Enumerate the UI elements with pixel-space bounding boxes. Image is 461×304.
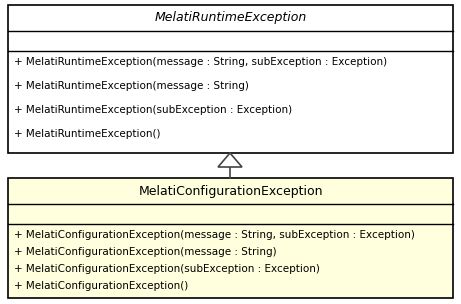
Bar: [8, 178, 453, 298]
Bar: [8, 5, 453, 153]
Text: + MelatiConfigurationException(subException : Exception): + MelatiConfigurationException(subExcept…: [14, 264, 320, 274]
Text: + MelatiRuntimeException(): + MelatiRuntimeException(): [14, 130, 160, 140]
Text: + MelatiConfigurationException(): + MelatiConfigurationException(): [14, 281, 188, 291]
Text: + MelatiRuntimeException(subException : Exception): + MelatiRuntimeException(subException : …: [14, 105, 292, 116]
Text: MelatiConfigurationException: MelatiConfigurationException: [138, 185, 323, 198]
Text: + MelatiRuntimeException(message : String, subException : Exception): + MelatiRuntimeException(message : Strin…: [14, 57, 387, 67]
Text: + MelatiRuntimeException(message : String): + MelatiRuntimeException(message : Strin…: [14, 81, 249, 92]
Text: MelatiRuntimeException: MelatiRuntimeException: [154, 12, 307, 25]
Text: + MelatiConfigurationException(message : String, subException : Exception): + MelatiConfigurationException(message :…: [14, 230, 415, 240]
Polygon shape: [218, 153, 242, 167]
Text: + MelatiConfigurationException(message : String): + MelatiConfigurationException(message :…: [14, 247, 277, 257]
